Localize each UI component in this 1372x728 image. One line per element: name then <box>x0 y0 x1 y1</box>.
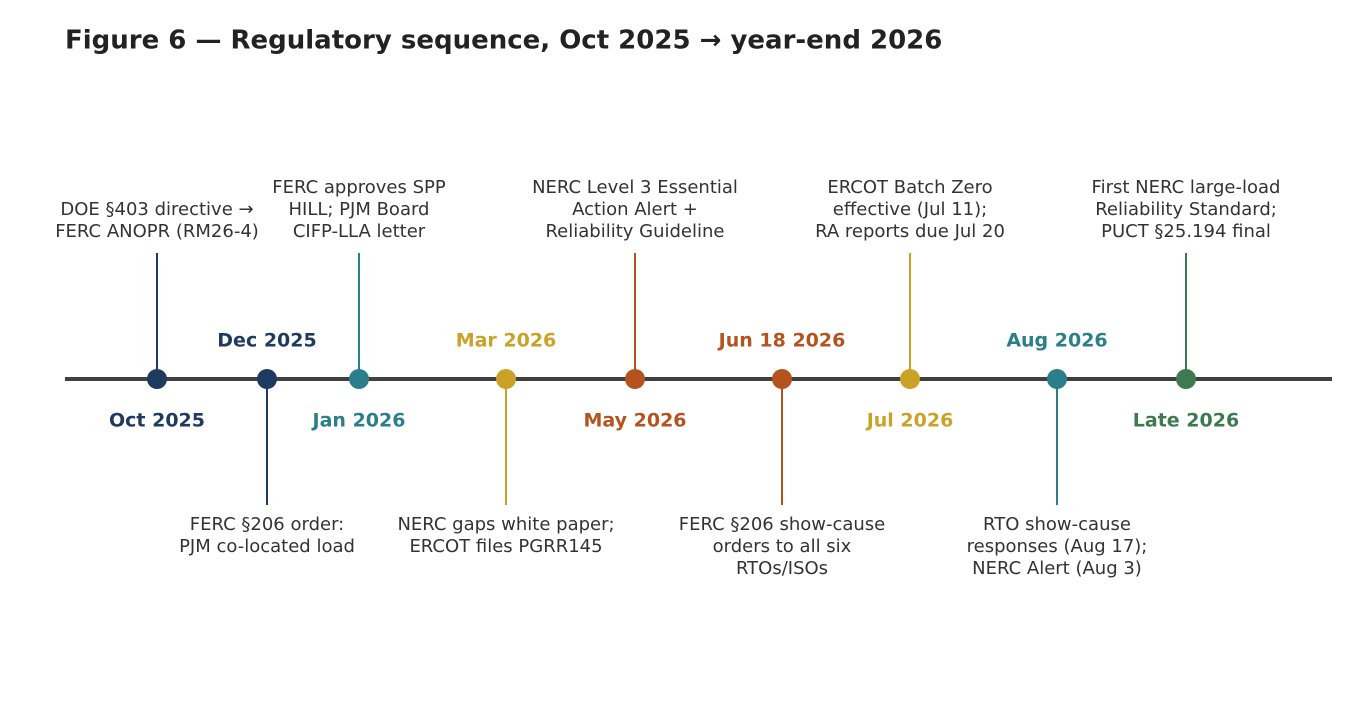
event-description: HILL; PJM Board <box>288 199 429 220</box>
event-description: FERC approves SPP <box>272 177 446 198</box>
event-description: PUCT §25.194 final <box>1101 221 1271 242</box>
event-date: Oct 2025 <box>109 410 205 432</box>
event-date: Late 2026 <box>1133 410 1239 432</box>
event-date: Jun 18 2026 <box>717 330 846 352</box>
event-dot <box>1047 369 1067 389</box>
event-dot <box>147 369 167 389</box>
event-dot <box>349 369 369 389</box>
event-description: Reliability Standard; <box>1095 199 1277 220</box>
event-description: FERC §206 order: <box>190 514 344 535</box>
event-description: NERC gaps white paper; <box>397 514 614 535</box>
event-date: Aug 2026 <box>1006 330 1107 352</box>
event-description: effective (Jul 11); <box>833 199 987 220</box>
event-dot <box>257 369 277 389</box>
event-dot <box>496 369 516 389</box>
event-description: orders to all six <box>713 536 852 557</box>
event-dot <box>625 369 645 389</box>
event-description: RTOs/ISOs <box>736 558 828 579</box>
event-description: First NERC large-load <box>1092 177 1281 198</box>
event-description: CIFP-LLA letter <box>293 221 426 242</box>
event-description: DOE §403 directive → <box>60 199 253 220</box>
event-dot <box>772 369 792 389</box>
event-description: responses (Aug 17); <box>967 536 1148 557</box>
event-description: PJM co-located load <box>179 536 355 557</box>
event-date: May 2026 <box>583 410 686 432</box>
event-dot <box>900 369 920 389</box>
event-description: ERCOT files PGRR145 <box>409 536 602 557</box>
event-description: RTO show-cause <box>983 514 1131 535</box>
event-description: ERCOT Batch Zero <box>827 177 992 198</box>
title: Figure 6 — Regulatory sequence, Oct 2025… <box>65 26 942 56</box>
event-description: FERC §206 show-cause <box>679 514 886 535</box>
event-description: NERC Level 3 Essential <box>532 177 738 198</box>
event-description: Reliability Guideline <box>545 221 724 242</box>
event-description: RA reports due Jul 20 <box>815 221 1005 242</box>
event-date: Jul 2026 <box>865 410 954 432</box>
event-date: Mar 2026 <box>456 330 557 352</box>
event-description: Action Alert + <box>572 199 698 220</box>
event-dot <box>1176 369 1196 389</box>
event-date: Jan 2026 <box>311 410 406 432</box>
event-description: NERC Alert (Aug 3) <box>972 558 1142 579</box>
event-date: Dec 2025 <box>217 330 316 352</box>
event-description: FERC ANOPR (RM26-4) <box>55 221 259 242</box>
